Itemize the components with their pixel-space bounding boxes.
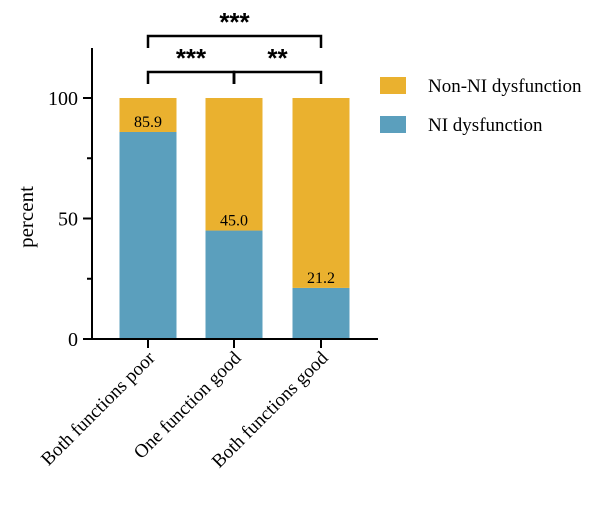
significance-brackets: *** *****: [146, 7, 323, 84]
legend-label-non-ni: Non-NI dysfunction: [428, 76, 582, 97]
y-tick-label-100: 100: [48, 88, 78, 110]
bars-group: [119, 98, 350, 339]
legend-swatch-non-ni: [380, 77, 406, 94]
bar-non-ni-1: [205, 98, 263, 231]
bar-ni-2: [292, 287, 350, 339]
data-labels-group: 85.9 45.0 21.2: [134, 114, 335, 287]
legend: Non-NI dysfunction NI dysfunction: [380, 76, 582, 136]
bar-non-ni-0: [119, 98, 177, 132]
significance-label-1: **: [267, 43, 288, 73]
y-axis-title: percent: [14, 186, 38, 248]
y-tick-label-50: 50: [58, 209, 78, 231]
significance-bracket-1: [232, 70, 323, 84]
legend-label-ni: NI dysfunction: [428, 115, 543, 136]
bar-non-ni-2: [292, 98, 350, 288]
data-label-1: 45.0: [220, 213, 248, 230]
axes-group: 0 50 100: [48, 48, 378, 351]
significance-label-0: ***: [176, 43, 207, 73]
legend-swatch-ni: [380, 116, 406, 133]
data-label-2: 21.2: [307, 270, 335, 287]
significance-bracket-0: [146, 70, 236, 84]
y-tick-label-0: 0: [68, 329, 78, 351]
bar-ni-1: [205, 230, 263, 339]
data-label-0: 85.9: [134, 114, 162, 131]
significance-label-2: ***: [219, 7, 250, 37]
significance-bracket-2: [146, 34, 323, 48]
bar-ni-0: [119, 131, 177, 339]
